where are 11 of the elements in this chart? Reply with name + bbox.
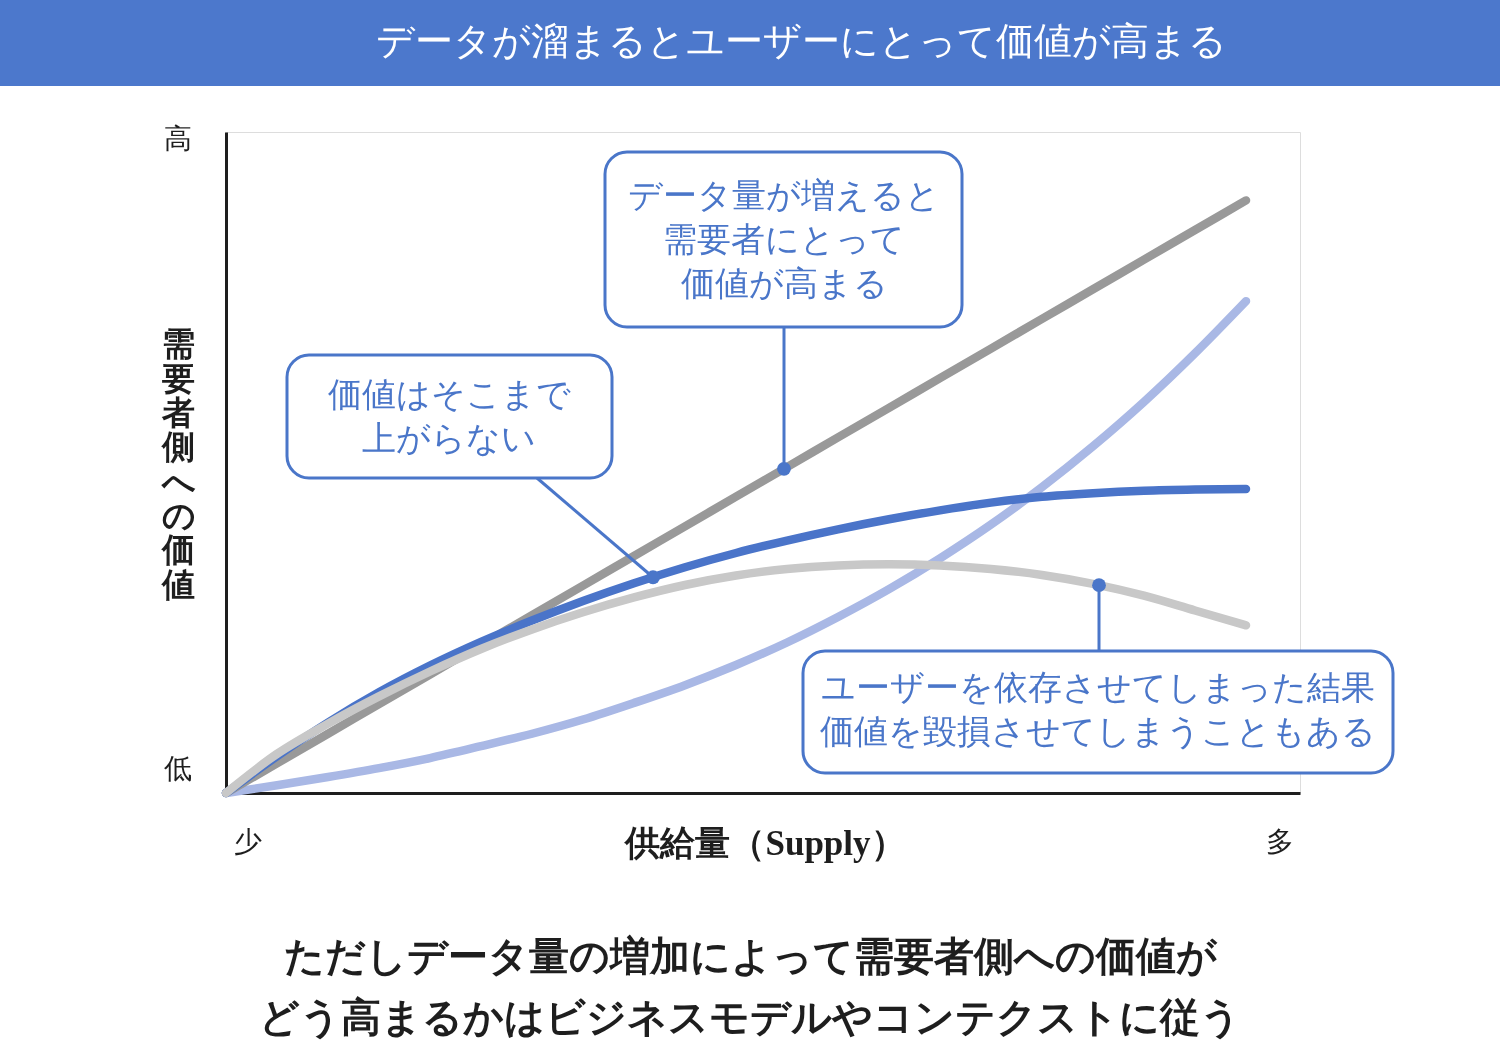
text: 低 — [164, 752, 192, 785]
annotation: ユーザーを依存させてしまった結果価値を毀損させてしまうこともある — [820, 667, 1376, 751]
text: 高 — [164, 122, 192, 155]
annotation: 価値はそこまで上がらない — [327, 374, 571, 458]
text: 少 — [234, 825, 262, 858]
y-axis-title: 需要者側への価値 — [160, 324, 196, 604]
text: 多 — [1266, 825, 1294, 858]
x-axis-title: 供給量（Supply） — [624, 823, 906, 863]
text: ただしデータ量の増加によって需要者側への価値がどう高まるかはビジネスモデルやコンテクストに従う — [259, 932, 1241, 1040]
chart-title: データが溜まるとユーザーにとって価値が高まる — [375, 19, 1227, 63]
annotation: データ量が増えると需要者にとって価値が高まる — [628, 175, 940, 303]
